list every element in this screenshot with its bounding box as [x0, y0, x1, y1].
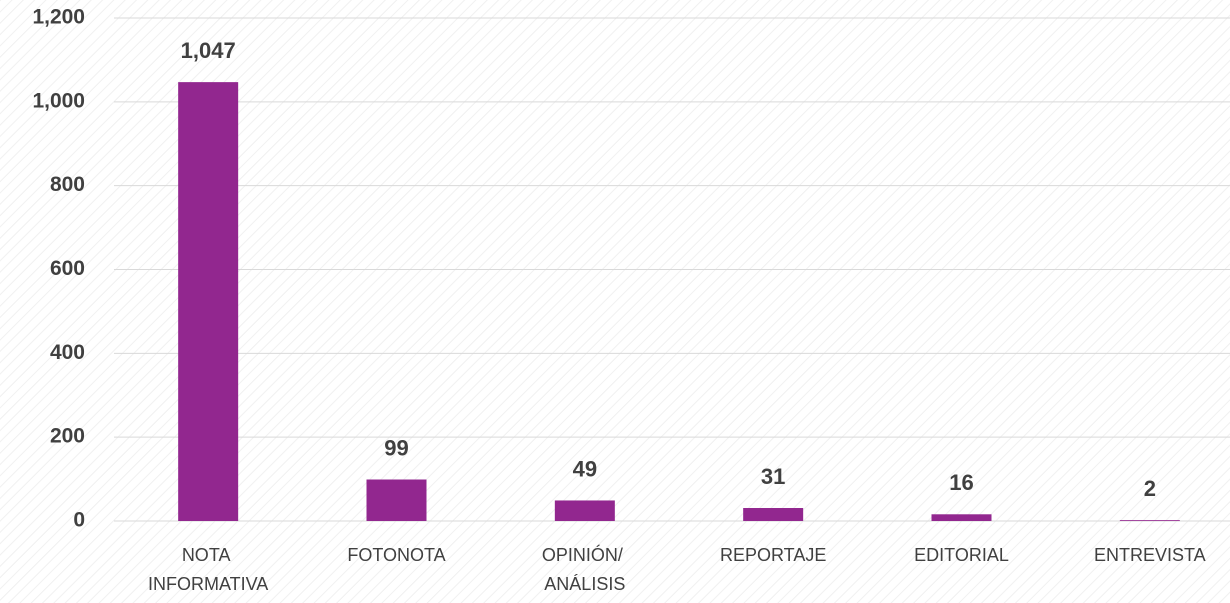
bar — [554, 500, 615, 521]
x-tick-label: OPINIÓN/ ANÁLISIS — [542, 544, 628, 594]
bar — [743, 508, 804, 521]
x-tick-label: NOTA INFORMATIVA — [148, 545, 268, 594]
data-label: 2 — [1144, 476, 1156, 501]
data-label: 31 — [761, 464, 785, 489]
x-tick-label: REPORTAJE — [720, 545, 826, 565]
x-tick-label: ENTREVISTA — [1094, 545, 1206, 565]
y-tick-label: 800 — [50, 173, 85, 196]
bar — [1119, 520, 1180, 521]
y-tick-label: 1,000 — [32, 89, 85, 112]
y-tick-label: 400 — [50, 341, 85, 364]
data-label: 99 — [384, 435, 408, 460]
bar — [178, 82, 239, 521]
bar — [366, 479, 427, 521]
x-tick-label: EDITORIAL — [914, 545, 1009, 565]
y-tick-label: 0 — [73, 509, 85, 532]
data-label: 49 — [573, 456, 597, 481]
y-tick-label: 1,200 — [32, 6, 85, 29]
y-tick-label: 200 — [50, 425, 85, 448]
x-tick-label: FOTONOTA — [347, 545, 445, 565]
y-tick-label: 600 — [50, 257, 85, 280]
data-label: 1,047 — [181, 38, 236, 63]
data-label: 16 — [949, 470, 973, 495]
bar — [931, 514, 992, 521]
